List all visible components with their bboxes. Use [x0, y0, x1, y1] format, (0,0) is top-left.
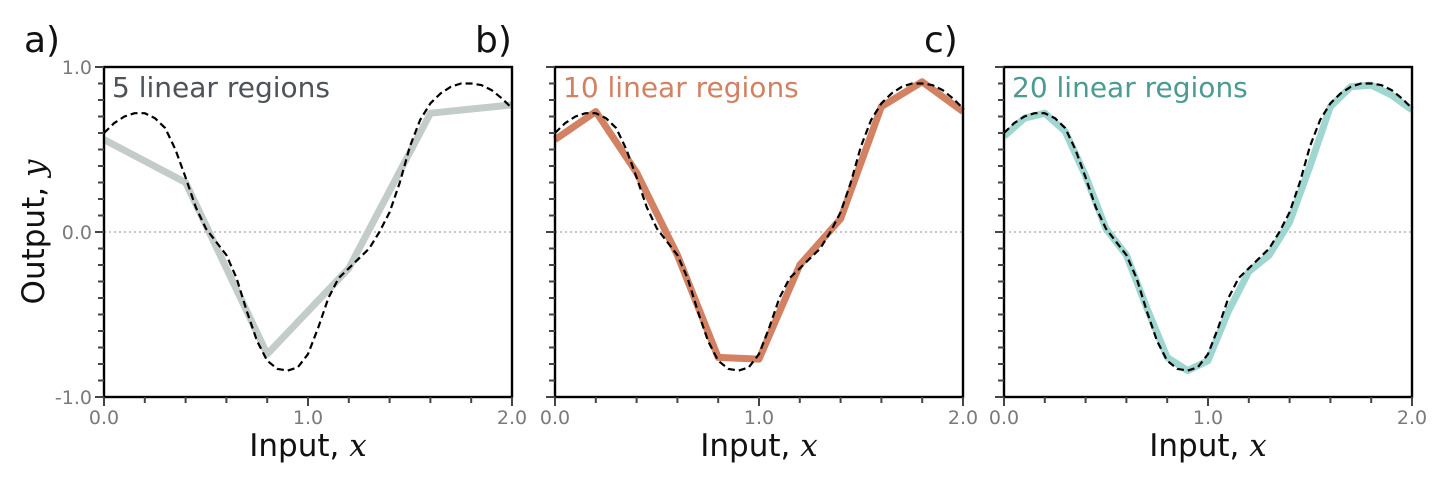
- region-count-annotation: 5 linear regions: [112, 71, 330, 104]
- y-tick-label: 0.0: [62, 222, 92, 244]
- fit-line: [102, 101, 513, 358]
- region-count-annotation: 10 linear regions: [563, 71, 799, 104]
- fit-line: [1001, 81, 1415, 375]
- true-function-line: [103, 82, 513, 372]
- x-tick-label: 1.0: [1193, 407, 1223, 429]
- true-function-line: [554, 82, 964, 372]
- x-tick-label: 0.0: [540, 407, 570, 429]
- x-tick-label: 2.0: [1397, 407, 1427, 429]
- panel-label: a): [24, 20, 60, 61]
- x-tick-label: 1.0: [293, 407, 323, 429]
- x-tick-label: 2.0: [497, 407, 527, 429]
- fit-line: [553, 78, 966, 363]
- y-tick-label: 1.0: [62, 57, 92, 79]
- x-axis-title: Input, x: [249, 428, 367, 464]
- x-axis-title: Input, x: [1149, 428, 1267, 464]
- true-function-line: [1003, 82, 1413, 372]
- region-count-annotation: 20 linear regions: [1012, 71, 1248, 104]
- y-tick-label: -1.0: [55, 387, 92, 409]
- x-tick-label: 0.0: [989, 407, 1019, 429]
- x-tick-label: 2.0: [948, 407, 978, 429]
- x-tick-label: 1.0: [744, 407, 774, 429]
- x-axis-title: Input, x: [700, 428, 818, 464]
- panel-label: b): [475, 20, 512, 61]
- panel-2: 0.0 1.0 2.0 Input, x b) 10 linear regions: [475, 20, 978, 464]
- x-tick-label: 0.0: [89, 407, 119, 429]
- panel-label: c): [924, 20, 958, 61]
- y-axis-title: Output, y: [16, 159, 52, 304]
- panel-3: 0.0 1.0 2.0 Input, x c) 20 linear regions: [924, 20, 1427, 464]
